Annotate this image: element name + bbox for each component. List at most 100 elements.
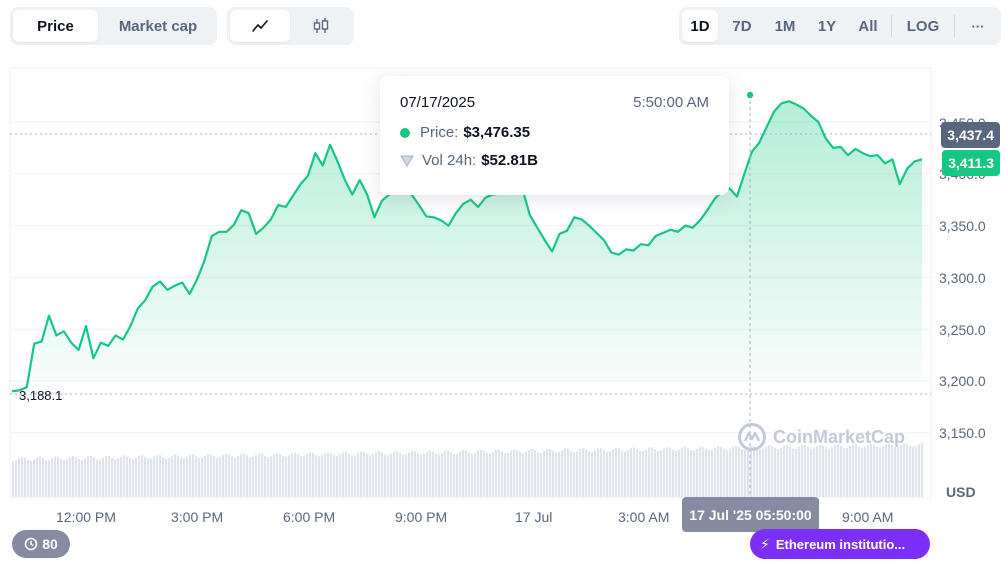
range-7d[interactable]: 7D bbox=[732, 17, 752, 35]
volume-bar bbox=[681, 447, 684, 497]
volume-bar bbox=[795, 448, 798, 497]
hover-point bbox=[745, 90, 755, 100]
log-scale-button[interactable]: LOG bbox=[906, 17, 940, 35]
volume-bar bbox=[732, 446, 735, 497]
volume-bar bbox=[558, 452, 561, 497]
volume-bar bbox=[432, 451, 435, 497]
volume-bar bbox=[480, 449, 483, 497]
volume-bar bbox=[900, 445, 903, 497]
volume-bar bbox=[105, 455, 108, 497]
volume-bar bbox=[291, 453, 294, 497]
volume-bar bbox=[18, 458, 21, 497]
history-icon bbox=[24, 537, 38, 551]
tooltip-volume-value: $52.81B bbox=[481, 152, 538, 169]
news-pill-text: Ethereum institutio... bbox=[775, 536, 906, 552]
volume-bar bbox=[294, 452, 297, 497]
volume-bar bbox=[825, 447, 828, 497]
volume-bar bbox=[441, 452, 444, 497]
volume-bar bbox=[228, 454, 231, 497]
volume-bar bbox=[831, 447, 834, 497]
volume-bar bbox=[660, 450, 663, 497]
volume-bar bbox=[87, 456, 90, 497]
more-options-button[interactable]: ··· bbox=[971, 18, 985, 34]
volume-bar bbox=[192, 454, 195, 497]
volume-bar bbox=[489, 453, 492, 497]
volume-bar bbox=[645, 449, 648, 497]
volume-bar bbox=[486, 453, 489, 497]
y-tick: 3,300.0 bbox=[939, 270, 986, 286]
volume-bar bbox=[813, 448, 816, 497]
volume-bar bbox=[873, 444, 876, 497]
volume-bar bbox=[210, 454, 213, 497]
volume-bar bbox=[552, 450, 555, 497]
volume-bar bbox=[891, 445, 894, 497]
volume-bar bbox=[123, 455, 126, 497]
chart-type-toggle bbox=[227, 7, 354, 45]
volume-bar bbox=[570, 451, 573, 497]
line-chart-button[interactable] bbox=[230, 10, 290, 42]
range-1y[interactable]: 1Y bbox=[817, 17, 837, 35]
price-tab[interactable]: Price bbox=[13, 10, 98, 42]
volume-bar bbox=[621, 450, 624, 497]
volume-bar bbox=[372, 454, 375, 497]
volume-bar bbox=[531, 449, 534, 497]
hover-tooltip: 07/17/2025 5:50:00 AM Price: $3,476.35 V… bbox=[380, 76, 729, 195]
market-cap-tab[interactable]: Market cap bbox=[118, 17, 198, 35]
volume-bar bbox=[252, 456, 255, 497]
volume-bar bbox=[747, 447, 750, 497]
history-count: 80 bbox=[42, 536, 58, 552]
volume-bar bbox=[789, 446, 792, 497]
volume-bar bbox=[492, 451, 495, 497]
volume-bar bbox=[330, 453, 333, 497]
candlestick-button[interactable] bbox=[291, 10, 351, 42]
volume-bar bbox=[687, 448, 690, 497]
range-all[interactable]: All bbox=[858, 17, 878, 35]
volume-bar bbox=[564, 448, 567, 497]
volume-bar bbox=[537, 452, 540, 497]
y-tick: 3,350.0 bbox=[939, 218, 986, 234]
volume-bar bbox=[270, 456, 273, 497]
volume-bar bbox=[921, 443, 924, 497]
volume-bar bbox=[162, 457, 165, 497]
volume-bar bbox=[738, 447, 741, 497]
volume-bar bbox=[213, 456, 216, 497]
volume-bar bbox=[246, 455, 249, 497]
volume-bar bbox=[186, 456, 189, 497]
history-button[interactable]: 80 bbox=[12, 530, 70, 558]
volume-bar bbox=[426, 451, 429, 497]
range-1m[interactable]: 1M bbox=[774, 17, 796, 35]
volume-bar bbox=[879, 447, 882, 497]
volume-bar bbox=[234, 457, 237, 497]
volume-bar bbox=[909, 445, 912, 497]
coinmarketcap-logo-icon bbox=[738, 423, 766, 451]
volume-bar bbox=[585, 449, 588, 497]
x-tick: 3:00 AM bbox=[618, 509, 670, 525]
volume-bar bbox=[75, 457, 78, 497]
volume-bar bbox=[168, 457, 171, 497]
news-pill[interactable]: ⚡ Ethereum institutio... bbox=[750, 529, 930, 559]
volume-bar bbox=[666, 446, 669, 497]
range-1d[interactable]: 1D bbox=[682, 10, 718, 42]
toolbar-divider bbox=[954, 15, 955, 37]
volume-bar bbox=[141, 455, 144, 497]
volume-bar bbox=[819, 444, 822, 497]
volume-bar bbox=[81, 459, 84, 497]
volume-bar bbox=[255, 455, 258, 497]
volume-bar bbox=[810, 448, 813, 497]
volume-bar bbox=[612, 449, 615, 497]
volume-bar bbox=[231, 456, 234, 497]
volume-bar bbox=[378, 451, 381, 497]
volume-bar bbox=[717, 446, 720, 497]
volume-bar bbox=[309, 452, 312, 497]
volume-bar bbox=[630, 448, 633, 497]
volume-bar bbox=[624, 451, 627, 497]
volume-bar bbox=[63, 460, 66, 497]
volume-bar bbox=[816, 445, 819, 497]
volume-bar bbox=[195, 455, 198, 497]
volume-bar bbox=[357, 453, 360, 497]
volume-bar bbox=[783, 445, 786, 497]
volume-bar bbox=[393, 451, 396, 497]
volume-bar bbox=[48, 460, 51, 497]
volume-bar bbox=[132, 459, 135, 497]
